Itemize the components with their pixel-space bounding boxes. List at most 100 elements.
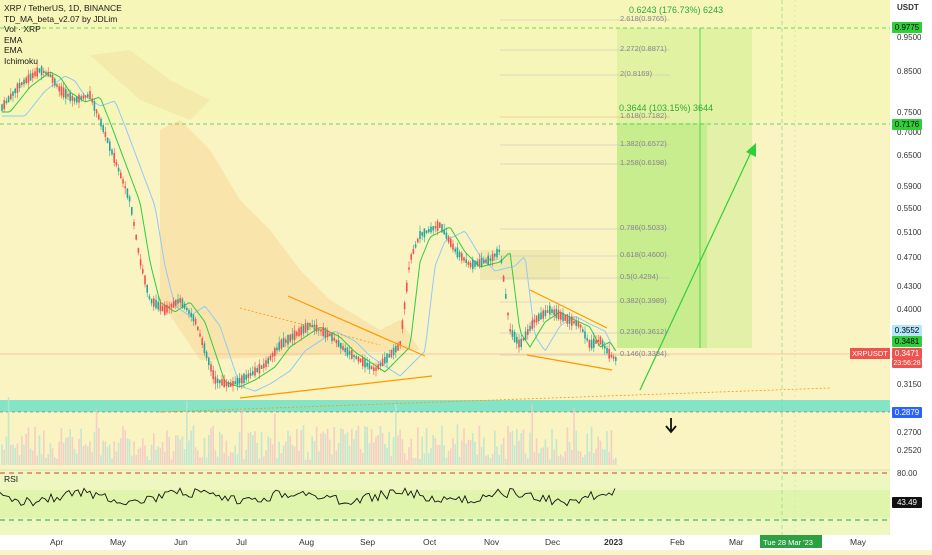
- candle: [434, 226, 437, 229]
- price-axis-background[interactable]: [890, 0, 932, 550]
- volume-bar: [225, 440, 228, 465]
- candle: [524, 331, 527, 340]
- trendline-upper-1[interactable]: [287, 295, 426, 357]
- volume-bar: [128, 439, 131, 465]
- volume-bar: [333, 427, 335, 465]
- volume-bar: [230, 452, 232, 465]
- candle: [177, 299, 179, 304]
- candle: [252, 371, 254, 375]
- candle: [159, 302, 162, 312]
- rsi-upper-label: 80.00: [897, 469, 918, 478]
- volume-bar: [60, 428, 63, 465]
- candle: [89, 91, 91, 99]
- volume-bar: [445, 457, 448, 465]
- candle: [465, 259, 467, 264]
- volume-bar: [300, 430, 302, 465]
- volume-bar: [604, 449, 606, 465]
- volume-bar: [414, 457, 417, 465]
- candle: [469, 262, 472, 267]
- candle: [197, 326, 199, 331]
- candle: [520, 338, 522, 348]
- candle: [146, 285, 148, 293]
- target-price-tag-mid: 0.7176: [892, 119, 922, 130]
- volume-bar: [5, 436, 8, 465]
- volume-bar: [153, 433, 155, 465]
- volume-bar: [494, 430, 496, 465]
- candle: [467, 261, 470, 265]
- candle: [214, 376, 217, 384]
- volume-bar: [366, 426, 368, 465]
- volume-bar: [461, 440, 463, 465]
- volume-bar: [357, 425, 360, 465]
- volume-bar: [408, 447, 410, 465]
- arrow-up-icon: [746, 143, 756, 157]
- candle: [282, 337, 285, 348]
- candle: [300, 326, 302, 336]
- volume-bar: [227, 455, 230, 465]
- candle: [49, 74, 52, 77]
- indicator-ema-2[interactable]: EMA: [4, 45, 23, 56]
- volume-bar: [388, 432, 390, 465]
- volume-bar: [144, 445, 146, 465]
- volume-bar: [544, 439, 547, 465]
- candle: [155, 299, 157, 309]
- time-axis-background[interactable]: [0, 535, 932, 550]
- volume-bar: [485, 455, 487, 465]
- candle: [507, 312, 509, 316]
- volume-bar: [412, 457, 415, 465]
- volume-bar: [527, 458, 529, 465]
- volume-bar: [3, 450, 5, 465]
- candle: [113, 152, 115, 163]
- candle: [485, 259, 487, 263]
- candle: [221, 379, 223, 386]
- candle: [150, 298, 153, 304]
- volume-bar: [25, 433, 27, 465]
- measure-box-small[interactable]: [617, 123, 707, 348]
- candle: [258, 363, 261, 374]
- candle: [337, 340, 340, 347]
- candle: [199, 333, 201, 337]
- trendline-upper-2[interactable]: [529, 289, 608, 329]
- candle: [414, 244, 417, 248]
- volume-bar: [278, 441, 280, 465]
- candle: [25, 77, 27, 84]
- indicator-ema-1[interactable]: EMA: [4, 34, 23, 45]
- candle: [82, 95, 85, 99]
- candle: [439, 222, 441, 228]
- candle: [505, 294, 507, 299]
- trendline-lower-2[interactable]: [526, 354, 613, 371]
- volume-bar: [219, 431, 221, 465]
- volume-bar: [102, 440, 104, 465]
- volume-bar: [533, 451, 536, 465]
- candle: [78, 94, 80, 103]
- volume-bar: [307, 451, 309, 465]
- symbol-title[interactable]: XRP / TetherUS, 1D, BINANCE: [4, 3, 122, 13]
- ichimoku-cloud-top: [90, 50, 210, 120]
- volume-bar: [73, 448, 76, 465]
- volume-bar: [399, 429, 401, 465]
- candle: [604, 345, 606, 349]
- volume-bar: [472, 432, 474, 465]
- volume-bar: [425, 428, 428, 465]
- indicator-volume[interactable]: Vol · XRP: [4, 24, 41, 35]
- candle: [527, 329, 529, 335]
- volume-bar: [364, 426, 366, 465]
- candle: [71, 95, 74, 101]
- candle: [461, 253, 463, 261]
- indicator-td-ma[interactable]: TD_MA_beta_v2.07 by JDLim: [4, 13, 118, 24]
- trendline-lower-1[interactable]: [239, 375, 433, 399]
- candle: [232, 380, 234, 387]
- candle: [544, 310, 547, 317]
- indicator-ichimoku[interactable]: Ichimoku: [4, 55, 39, 66]
- projection-arrow-line[interactable]: [639, 149, 753, 391]
- candle: [164, 304, 166, 315]
- volume-bar: [32, 450, 34, 465]
- candle: [410, 254, 412, 260]
- support-band[interactable]: [0, 400, 890, 412]
- candle: [432, 226, 434, 231]
- candlestick-series[interactable]: [1, 64, 617, 392]
- candle: [93, 101, 96, 111]
- volume-bar: [337, 443, 340, 465]
